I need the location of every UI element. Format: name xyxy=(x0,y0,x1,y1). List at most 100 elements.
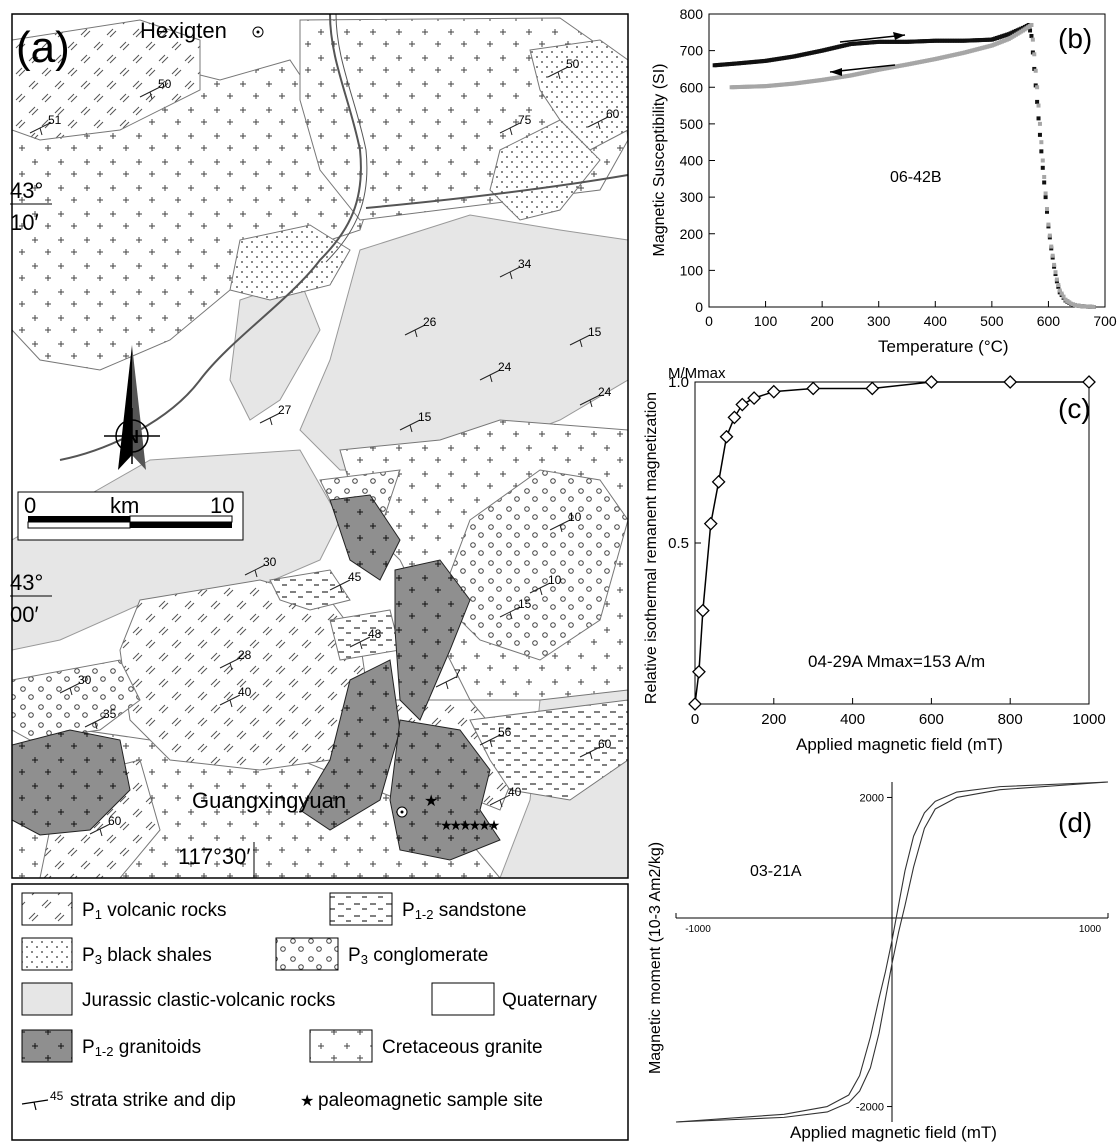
strike-dip-symbol: 45 xyxy=(329,570,362,593)
strike-dip-symbol: 15 xyxy=(499,597,532,620)
chart-d-xtick-label: 1000 xyxy=(1079,924,1102,935)
strike-dip-value: 10 xyxy=(568,510,582,524)
p3-shales-east xyxy=(489,119,601,221)
strike-dip-value: 28 xyxy=(238,648,252,662)
legend-swatch-p12-granitoids xyxy=(21,1029,73,1063)
chart-b-ytick-label: 500 xyxy=(680,116,704,132)
legend-strike-symbol xyxy=(21,1099,49,1111)
north-arrow: N xyxy=(104,345,160,470)
strike-dip-symbol: 48 xyxy=(349,627,382,650)
chart-b-xtick-label: 100 xyxy=(754,313,778,329)
chart-c-point xyxy=(1082,375,1096,389)
chart-b-heating-point xyxy=(1042,180,1047,185)
chart-c-xtick-label: 0 xyxy=(691,711,699,728)
river-east xyxy=(365,174,628,209)
geologic-map: ★ ★★★★★★ N 0 km 10 50 51 50 60 75 34 26 15 24 27 1… xyxy=(12,14,628,878)
strike-dip-value: 75 xyxy=(518,113,532,127)
strike-dip-value: 24 xyxy=(498,360,512,374)
chart-d-annotation: 03-21A xyxy=(750,863,802,880)
strike-dip-value: 60 xyxy=(598,737,612,751)
strike-dip-value: 60 xyxy=(108,814,122,828)
chart-b-ytick-label: 100 xyxy=(680,262,704,278)
strike-dip-symbol: 50 xyxy=(139,77,172,100)
chart-b-xlabel: Temperature (°C) xyxy=(878,337,1009,356)
chart-b-heating-point xyxy=(1043,195,1048,200)
chart-c-point xyxy=(1003,375,1018,389)
chart-b-ylabel: Magnetic Susceptibility (SI) xyxy=(651,64,668,257)
chart-c: 0 200 400 600 800 1000 0.5 1.0 (c) 04-29A Mmax=… xyxy=(643,365,1106,754)
p12-granitoid-southwest xyxy=(299,659,401,831)
chart-b-cooling-point xyxy=(1032,52,1037,57)
chart-b-cooling-point xyxy=(1037,121,1042,126)
strike-dip-symbol: 28 xyxy=(219,648,252,671)
strike-dip-value: 24 xyxy=(598,385,612,399)
legend-swatch-cretaceous xyxy=(309,1029,373,1063)
river-bank xyxy=(325,14,368,263)
chart-b-cooling-point xyxy=(1050,253,1055,258)
chart-c-xtick-label: 1000 xyxy=(1072,711,1105,728)
chart-d-descending-curve xyxy=(675,781,1109,1123)
strike-dip-symbol: 56 xyxy=(479,725,512,748)
scale-bar: 0 km 10 xyxy=(17,491,244,541)
chart-b-ytick-label: 700 xyxy=(680,43,704,59)
strike-dip-symbol: 10 xyxy=(549,510,582,533)
latitude-deg-1: 43° xyxy=(10,178,43,203)
chart-d-xtick-label: -1000 xyxy=(685,924,711,935)
latitude-min-2: 00′ xyxy=(10,602,39,627)
strike-dip-symbol: 30 xyxy=(244,555,277,578)
chart-b-cooling-point xyxy=(1046,222,1051,227)
chart-b-annotation: 06-42B xyxy=(890,169,942,186)
strike-dip-symbol: 24 xyxy=(579,385,612,408)
town-guangxingyuan: Guangxingyuan xyxy=(192,788,346,813)
chart-d-ytick-label: -2000 xyxy=(856,1102,884,1114)
chart-d-xlabel: Applied magnetic field (mT) xyxy=(790,1123,997,1142)
strike-dip-value: 35 xyxy=(103,707,117,721)
strike-dip-symbol: 34 xyxy=(499,257,532,280)
legend-label-p3-shales: P3 black shales xyxy=(82,945,212,967)
town-marker-dot xyxy=(256,30,260,34)
strike-dip-symbols: 50 51 50 60 75 34 26 15 24 27 15 24 10 10 15 30 45 48 28 7 3… xyxy=(29,57,620,837)
chart-b-cooling-point xyxy=(1056,283,1061,288)
chart-b-xtick-label: 500 xyxy=(980,313,1004,329)
chart-b-cooling-point xyxy=(1029,22,1034,27)
legend-star-icon: ★ xyxy=(300,1093,314,1110)
chart-b-xtick-label: 200 xyxy=(810,313,834,329)
chart-b-cooling-point xyxy=(1052,262,1057,267)
chart-c-point xyxy=(766,384,781,399)
strike-dip-symbol: 7 xyxy=(435,667,461,690)
strike-dip-value: 40 xyxy=(238,685,252,699)
chart-b-xtick-label: 700 xyxy=(1093,313,1117,329)
strike-dip-value: 56 xyxy=(498,725,512,739)
p12-granitoid-west xyxy=(12,729,131,836)
chart-b-xtick-label: 0 xyxy=(705,313,713,329)
chart-b-heating-point xyxy=(1040,165,1045,170)
p3-shales-west xyxy=(229,224,351,301)
chart-b-cooling-point xyxy=(1091,305,1096,309)
chart-b-ytick-label: 0 xyxy=(695,299,703,315)
chart-b-cooling-point xyxy=(1053,270,1058,275)
chart-b-arrowhead xyxy=(893,32,905,40)
strike-dip-value: 27 xyxy=(278,403,292,417)
chart-d-ytick-label: 2000 xyxy=(860,792,884,804)
chart-c-xtick-label: 800 xyxy=(998,711,1023,728)
longitude-label: 117°30′ xyxy=(178,844,250,869)
chart-d-ascending-curve xyxy=(675,781,1109,1123)
chart-b-xtick-label: 600 xyxy=(1037,313,1061,329)
chart-b-ytick-label: 400 xyxy=(680,153,704,169)
chart-b-cooling-point xyxy=(1036,103,1041,108)
strike-dip-value: 50 xyxy=(566,57,580,71)
chart-b-cooling-point xyxy=(1035,85,1040,90)
town-marker-dot xyxy=(400,810,404,814)
strike-dip-value: 15 xyxy=(518,597,532,611)
strike-dip-symbol: 26 xyxy=(404,315,437,338)
chart-c-point xyxy=(703,516,718,531)
p12-granitoid-north xyxy=(329,494,401,581)
chart-b-ytick-label: 800 xyxy=(680,6,704,22)
chart-c-point xyxy=(692,664,706,679)
strike-dip-value: 60 xyxy=(606,107,620,121)
strike-dip-symbol: 35 xyxy=(84,707,117,730)
strike-dip-symbol: 60 xyxy=(89,814,122,837)
strike-dip-value: 30 xyxy=(78,673,92,687)
chart-c-frame xyxy=(694,381,1090,705)
legend-swatch-p1-volcanic xyxy=(21,892,73,926)
